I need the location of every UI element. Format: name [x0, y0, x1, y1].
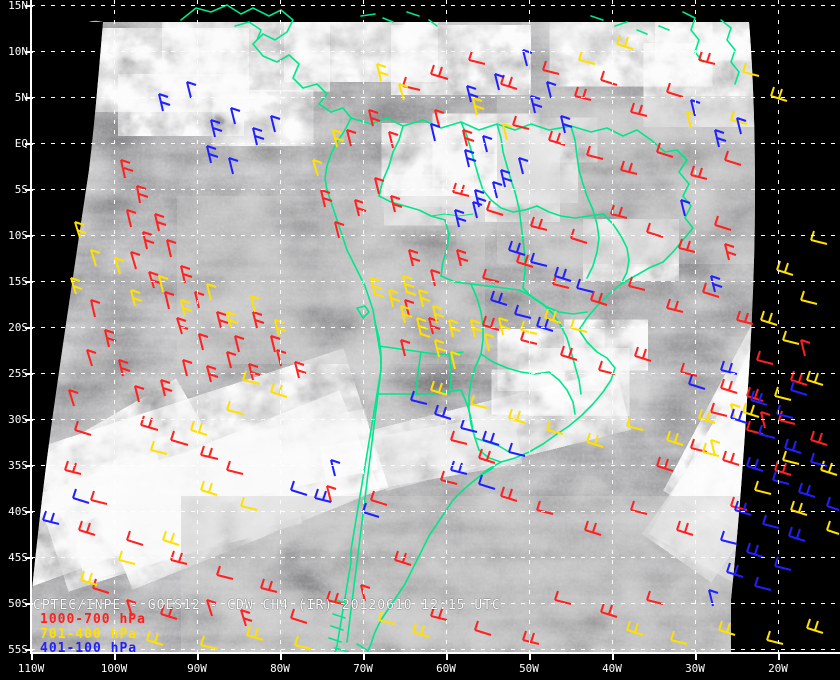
gridline-lat-5S	[31, 189, 840, 190]
x-tick-mark-80W	[280, 653, 282, 660]
y-tick-mark-20S	[25, 327, 33, 329]
legend-entry-low-level: 1000-700 hPa	[40, 612, 146, 627]
y-tick-label-5S: 5S	[14, 183, 28, 196]
gridline-lat-25S	[31, 373, 840, 374]
x-tick-mark-30W	[695, 653, 697, 660]
x-tick-label-70W: 70W	[353, 662, 373, 675]
y-tick-mark-5S	[25, 189, 33, 191]
y-tick-mark-45S	[25, 557, 33, 559]
gridline-lat-35S	[31, 465, 840, 466]
x-tick-label-80W: 80W	[270, 662, 290, 675]
x-tick-mark-70W	[363, 653, 365, 660]
y-tick-label-10N: 10N	[8, 45, 28, 58]
gridline-lat-10S	[31, 235, 840, 236]
y-tick-mark-40S	[25, 511, 33, 513]
gridline-lon-100W	[114, 0, 115, 653]
y-tick-label-35S: 35S	[8, 459, 28, 472]
gridline-lat-10N	[31, 51, 840, 52]
y-tick-mark-15N	[25, 5, 33, 7]
y-tick-mark-10N	[25, 51, 33, 53]
y-tick-label-EQ: EQ	[14, 137, 28, 150]
gridline-lat-40S	[31, 511, 840, 512]
product-title: CPTEC/INPE - GOES12 - CDW CH4 (IR) 20120…	[33, 598, 501, 613]
y-tick-label-45S: 45S	[8, 551, 28, 564]
mid-level-wind-barbs	[70, 34, 840, 650]
x-tick-mark-20W	[778, 653, 780, 660]
y-tick-label-10S: 10S	[8, 229, 28, 242]
gridline-lat-30S	[31, 419, 840, 420]
y-tick-label-15N: 15N	[8, 0, 28, 12]
gridline-lat-20S	[31, 327, 840, 328]
y-tick-mark-35S	[25, 465, 33, 467]
legend-entry-high-level: 401-100 hPa	[40, 641, 138, 656]
y-tick-label-5N: 5N	[14, 91, 28, 104]
gridline-lon-60W	[446, 0, 447, 653]
y-tick-label-20S: 20S	[8, 321, 28, 334]
y-tick-mark-EQ	[25, 143, 33, 145]
y-tick-label-25S: 25S	[8, 367, 28, 380]
x-tick-label-60W: 60W	[436, 662, 456, 675]
x-tick-label-100W: 100W	[100, 662, 128, 675]
x-tick-label-90W: 90W	[187, 662, 207, 675]
gridline-lat-50S	[31, 603, 840, 604]
low-level-wind-barbs	[64, 50, 828, 645]
x-axis-line	[30, 652, 840, 654]
gridline-lat-15N	[31, 5, 840, 6]
y-tick-mark-5N	[25, 97, 33, 99]
gridline-lat-15S	[31, 281, 840, 282]
y-tick-mark-50S	[25, 603, 33, 605]
x-tick-mark-110W	[31, 653, 33, 660]
y-tick-label-40S: 40S	[8, 505, 28, 518]
gridline-lon-40W	[612, 0, 613, 653]
x-tick-label-40W: 40W	[602, 662, 622, 675]
gridline-lon-30W	[695, 0, 696, 653]
gridline-lon-50W	[529, 0, 530, 653]
high-level-wind-barbs	[42, 49, 840, 607]
y-tick-mark-55S	[25, 649, 33, 651]
map-plot-area[interactable]	[31, 0, 840, 653]
gridline-lon-70W	[363, 0, 364, 653]
gridline-lat-55S	[31, 649, 840, 650]
legend-entry-mid-level: 701-400 hPa	[40, 627, 138, 642]
y-tick-mark-10S	[25, 235, 33, 237]
x-tick-label-20W: 20W	[768, 662, 788, 675]
gridline-lon-80W	[280, 0, 281, 653]
satellite-raster	[31, 0, 840, 653]
x-tick-mark-50W	[529, 653, 531, 660]
y-tick-label-15S: 15S	[8, 275, 28, 288]
y-tick-label-30S: 30S	[8, 413, 28, 426]
y-tick-mark-30S	[25, 419, 33, 421]
gridline-lat-45S	[31, 557, 840, 558]
gridline-lat-EQ	[31, 143, 840, 144]
y-tick-label-55S: 55S	[8, 643, 28, 656]
y-tick-label-50S: 50S	[8, 597, 28, 610]
gridline-lon-20W	[778, 0, 779, 653]
x-tick-mark-40W	[612, 653, 614, 660]
y-tick-mark-25S	[25, 373, 33, 375]
x-tick-mark-90W	[197, 653, 199, 660]
x-tick-label-30W: 30W	[685, 662, 705, 675]
x-tick-label-110W: 110W	[17, 662, 45, 675]
x-tick-mark-60W	[446, 653, 448, 660]
y-tick-mark-15S	[25, 281, 33, 283]
x-tick-label-50W: 50W	[519, 662, 539, 675]
x-tick-mark-100W	[114, 653, 116, 660]
gridline-lon-90W	[197, 0, 198, 653]
wind-barb-overlay	[42, 34, 840, 650]
gridline-lat-5N	[31, 97, 840, 98]
